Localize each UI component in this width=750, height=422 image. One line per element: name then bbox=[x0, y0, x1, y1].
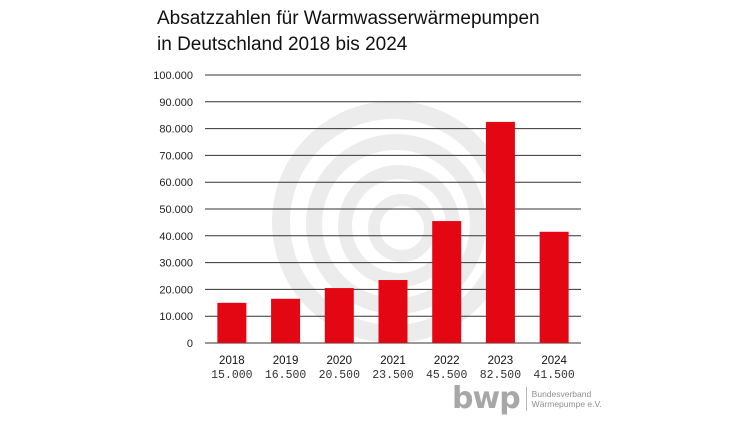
bar-2024 bbox=[539, 231, 569, 343]
bar-value-label: 16.500 bbox=[265, 369, 307, 382]
bar-2020 bbox=[324, 288, 354, 343]
x-category-label: 2020 bbox=[326, 355, 352, 367]
bwp-logo: bwp Bundesverband Wärmepumpe e.V. bbox=[452, 384, 602, 414]
x-category-label: 2019 bbox=[273, 355, 299, 367]
x-category-label: 2022 bbox=[434, 355, 460, 367]
bwp-logo-mark: bwp bbox=[452, 381, 521, 416]
swirl-ring bbox=[368, 194, 436, 262]
y-tick-label: 50.000 bbox=[159, 204, 193, 216]
y-axis-tick-labels: 0 10.000 20.000 30.000 40.000 50.000 60.000 70.… bbox=[153, 70, 193, 350]
y-tick-label: 10.000 bbox=[159, 311, 193, 323]
x-category-label: 2023 bbox=[488, 355, 514, 367]
bar-value-label: 20.500 bbox=[319, 369, 361, 382]
bar-value-label: 15.000 bbox=[211, 369, 253, 382]
bar-2021 bbox=[378, 280, 408, 343]
x-category-label: 2021 bbox=[380, 355, 406, 367]
bar-2023 bbox=[485, 121, 515, 344]
logo-org-line-1: Bundesverband bbox=[531, 389, 592, 399]
y-tick-label: 70.000 bbox=[159, 150, 193, 162]
y-tick-label: 30.000 bbox=[159, 258, 193, 270]
chart-title: Absatzzahlen für Warmwasserwärmepumpen i… bbox=[157, 6, 577, 58]
x-axis-labels: 2018 15.000 2019 16.500 2020 20.500 2021 23.500… bbox=[211, 355, 575, 382]
logo-org-name: Bundesverband Wärmepumpe e.V. bbox=[532, 389, 602, 409]
chart-title-line-2: in Deutschland 2018 bis 2024 bbox=[157, 34, 408, 55]
bar-value-label: 45.500 bbox=[426, 369, 468, 382]
y-tick-label: 20.000 bbox=[159, 284, 193, 296]
y-tick-label: 100.000 bbox=[153, 70, 193, 82]
x-category-label: 2024 bbox=[541, 355, 567, 367]
bar-value-label: 23.500 bbox=[372, 369, 414, 382]
bar-2018 bbox=[217, 302, 247, 343]
bars bbox=[217, 121, 569, 344]
bar-value-label: 41.500 bbox=[533, 369, 575, 382]
x-category-label: 2018 bbox=[219, 355, 245, 367]
bar-2022 bbox=[432, 221, 462, 343]
bar-value-label: 82.500 bbox=[480, 369, 522, 382]
logo-org-line-2: Wärmepumpe e.V. bbox=[531, 399, 602, 409]
y-tick-label: 90.000 bbox=[159, 97, 193, 109]
logo-divider bbox=[525, 387, 527, 411]
y-tick-label: 80.000 bbox=[159, 124, 193, 136]
y-tick-label: 40.000 bbox=[159, 231, 193, 243]
bar-2019 bbox=[271, 298, 301, 343]
chart-title-line-1: Absatzzahlen für Warmwasserwärmepumpen bbox=[157, 8, 540, 29]
y-tick-label: 0 bbox=[187, 338, 193, 350]
y-tick-label: 60.000 bbox=[159, 177, 193, 189]
